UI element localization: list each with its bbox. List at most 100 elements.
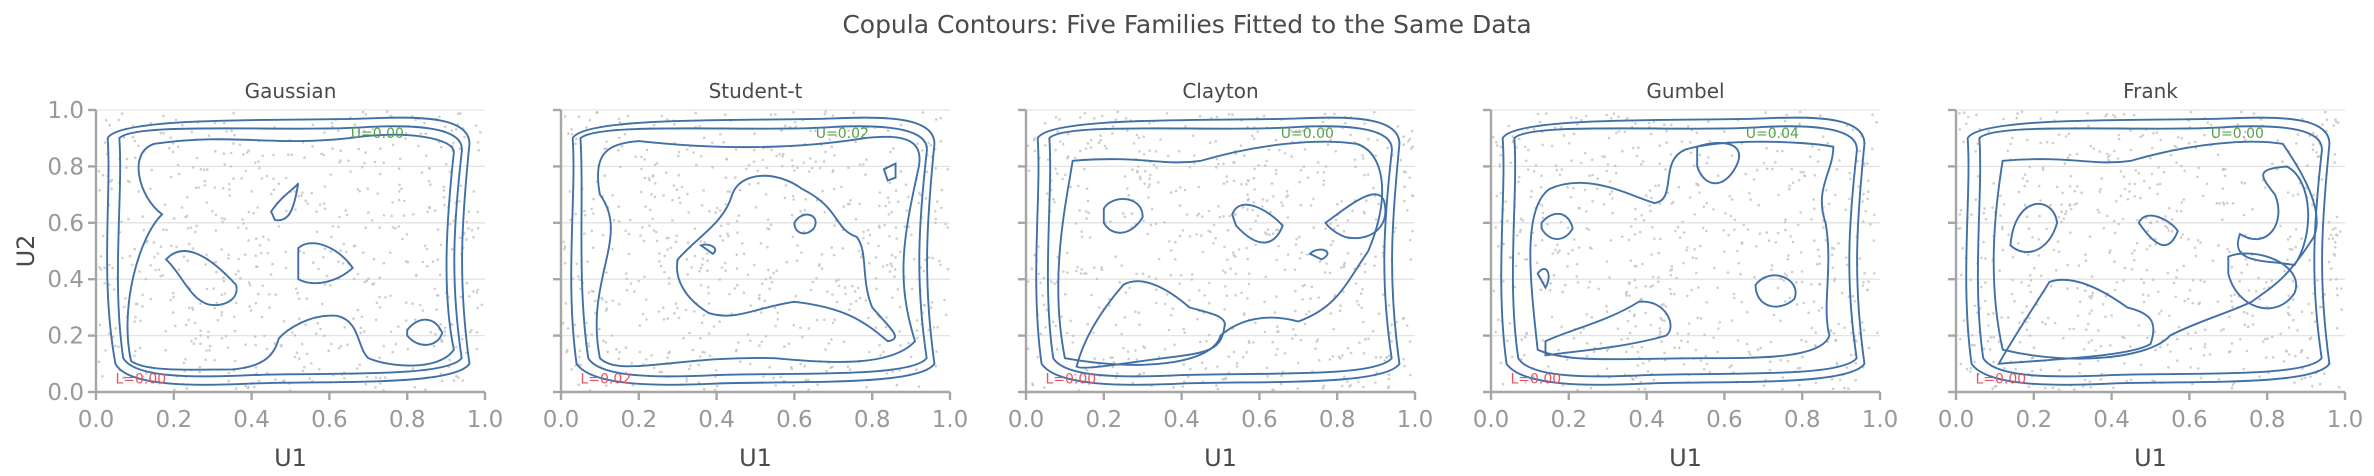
upper-tail-annotation: U=0.04 (1746, 126, 1799, 142)
contour-path (118, 126, 462, 376)
x-axis-label: U1 (1204, 444, 1237, 472)
contour-path (1978, 126, 2322, 376)
x-tick-label: 0.4 (1163, 407, 1200, 433)
contour-path (597, 137, 920, 367)
subplot-gaussian: 0.00.0 0.2 0.2 0.4 0.4 0.6 0.6 0.8 0.8 1.0 1.0 Gaus… (47, 79, 503, 472)
x-tick-label: 0.0 (78, 407, 115, 433)
upper-tail-annotation: U=0.00 (2211, 126, 2264, 142)
subplot-title: Gumbel (1646, 79, 1724, 103)
x-tick-label: 0.8 (389, 407, 426, 433)
x-tick-label: 0.2 (1086, 407, 1123, 433)
contour-path (166, 251, 237, 305)
contour-path (571, 118, 934, 385)
y-axis-label: U2 (12, 235, 40, 268)
x-tick-label: 1.0 (932, 407, 969, 433)
y-tick-label: 1.0 (47, 98, 84, 124)
contour-path (580, 126, 926, 376)
x-tick-label: 0.0 (1938, 407, 1975, 433)
contour-path (2238, 166, 2308, 265)
x-tick-label: 1.0 (1862, 407, 1899, 433)
contour-path (794, 215, 815, 234)
x-tick-label: 0.2 (1551, 407, 1588, 433)
x-axis-label: U1 (274, 444, 307, 472)
x-tick-label: 0.0 (543, 407, 580, 433)
subplot-title: Clayton (1182, 79, 1258, 103)
x-tick-label: 1.0 (2327, 407, 2364, 433)
subplot-title: Gaussian (245, 79, 337, 103)
contour-path (128, 135, 454, 370)
contour-path (1077, 281, 1225, 368)
x-tick-label: 0.2 (156, 407, 193, 433)
x-tick-label: 0.2 (2016, 407, 2053, 433)
contour-path (1966, 118, 2329, 385)
y-tick-label: 0.2 (47, 324, 84, 350)
contour-path (1501, 118, 1864, 385)
x-axis-label: U1 (2134, 444, 2167, 472)
x-axis-label: U1 (739, 444, 772, 472)
contour-lines (571, 118, 934, 385)
x-tick-label: 0.0 (1473, 407, 1510, 433)
lower-tail-annotation: L=0.00 (1510, 372, 1561, 388)
scatter-points (561, 110, 950, 392)
upper-tail-annotation: U=0.02 (816, 126, 869, 142)
x-tick-label: 0.4 (2093, 407, 2130, 433)
y-tick-label: 0.6 (47, 211, 84, 237)
contour-path (1048, 126, 1392, 376)
contour-path (1756, 275, 1796, 306)
contour-path (1326, 194, 1386, 238)
contour-path (1104, 199, 1143, 233)
x-axis-label: U1 (1669, 444, 1702, 472)
contour-path (2139, 216, 2178, 246)
x-tick-label: 0.2 (621, 407, 658, 433)
subplot-title: Frank (2123, 79, 2178, 103)
x-tick-label: 0.6 (1706, 407, 1743, 433)
contour-lines (1501, 118, 1864, 385)
subplot-gumbel: 0.0 0.2 0.4 0.6 0.8 1.0 Gumbel U1 U=0.04 L=0.00 (1473, 79, 1899, 472)
upper-tail-annotation: U=0.00 (1281, 126, 1334, 142)
contour-path (677, 176, 895, 341)
contour-path (1999, 280, 2154, 364)
x-tick-label: 1.0 (467, 407, 504, 433)
x-tick-label: 1.0 (1397, 407, 1434, 433)
x-tick-label: 0.4 (698, 407, 735, 433)
contour-path (2010, 204, 2057, 252)
contour-path (701, 245, 715, 254)
contour-lines (1966, 118, 2329, 385)
x-tick-label: 0.8 (1319, 407, 1356, 433)
contour-path (1058, 142, 1382, 365)
scatter-points (97, 110, 484, 392)
y-tick-label: 0.0 (47, 380, 84, 406)
lower-tail-annotation: L=0.02 (580, 372, 631, 388)
subplot-student-t: 0.0 0.2 0.4 0.6 0.8 1.0 Student-t U1 U=0.02 L=0.0… (543, 79, 969, 472)
contour-lines (107, 118, 469, 385)
contour-path (1530, 142, 1833, 360)
contour-path (407, 320, 442, 345)
subplot-frank: 0.0 0.2 0.4 0.6 0.8 1.0 Frank U1 U=0.00 L=0.00 (1938, 79, 2364, 472)
figure-title: Copula Contours: Five Families Fitted to… (842, 10, 1532, 39)
x-tick-label: 0.6 (2171, 407, 2208, 433)
x-tick-label: 0.6 (311, 407, 348, 433)
x-tick-label: 0.4 (1628, 407, 1665, 433)
contour-path (884, 164, 896, 181)
contour-path (1538, 269, 1549, 288)
contour-path (1697, 143, 1739, 183)
contour-path (2228, 253, 2296, 308)
contour-path (271, 183, 298, 220)
x-tick-label: 0.8 (1784, 407, 1821, 433)
contour-path (1513, 126, 1857, 376)
lower-tail-annotation: L=0.00 (115, 372, 166, 388)
contour-path (1994, 142, 2317, 359)
lower-tail-annotation: L=0.00 (1975, 372, 2026, 388)
y-tick-label: 0.8 (47, 154, 84, 180)
x-tick-label: 0.0 (1008, 407, 1045, 433)
x-tick-label: 0.8 (2249, 407, 2286, 433)
x-tick-label: 0.4 (233, 407, 270, 433)
contour-path (298, 243, 352, 283)
x-tick-label: 0.8 (854, 407, 891, 433)
x-tick-label: 0.6 (776, 407, 813, 433)
contour-path (1232, 205, 1283, 243)
subplot-grid: 0.00.00.20.20.40.40.60.60.80.81.01.0Gaus… (47, 79, 2363, 472)
contour-path (1310, 250, 1328, 260)
contour-path (107, 118, 469, 385)
